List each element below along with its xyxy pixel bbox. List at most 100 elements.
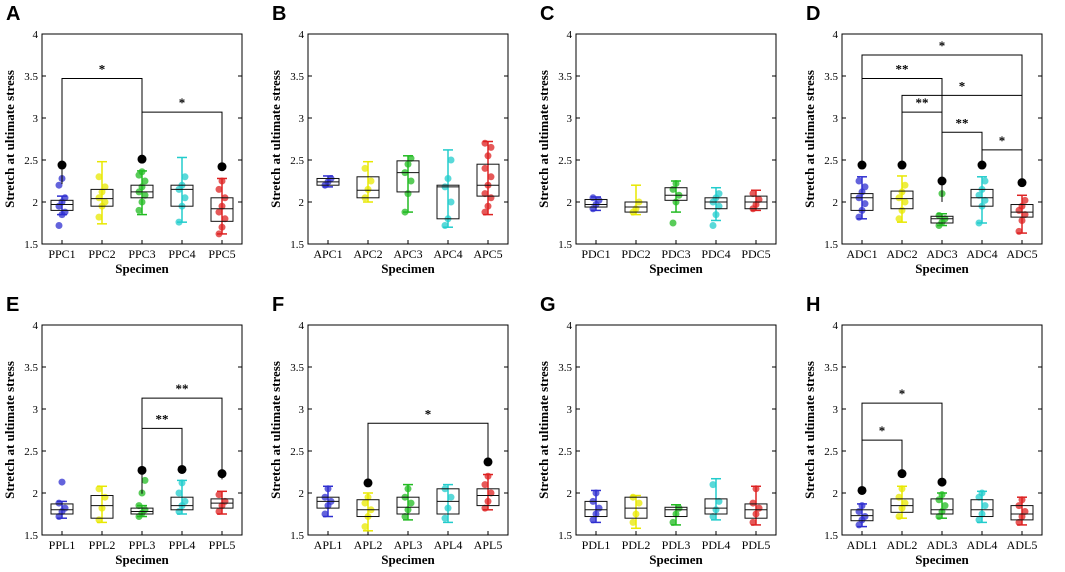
data-point bbox=[895, 493, 903, 501]
data-point bbox=[404, 485, 412, 493]
box-iqr bbox=[356, 499, 380, 518]
data-point bbox=[635, 499, 643, 507]
data-point bbox=[975, 516, 983, 524]
data-point bbox=[321, 510, 329, 518]
bracket-line bbox=[141, 111, 223, 167]
box-iqr bbox=[170, 496, 194, 511]
data-point bbox=[632, 510, 640, 518]
data-point bbox=[181, 497, 189, 505]
bracket-line bbox=[941, 131, 983, 202]
y-tick-label: 2 bbox=[33, 197, 39, 209]
data-point bbox=[55, 222, 63, 230]
y-tick-label: 3 bbox=[833, 113, 839, 125]
data-point bbox=[975, 191, 983, 199]
significance-label: * bbox=[959, 78, 966, 93]
box-adl1: ADL1 bbox=[847, 485, 877, 552]
data-point bbox=[589, 516, 597, 524]
significance-label: * bbox=[179, 95, 186, 110]
box-apc1: APC1 bbox=[313, 174, 343, 261]
data-point bbox=[978, 489, 986, 497]
marker-dot bbox=[177, 464, 187, 474]
data-point bbox=[938, 491, 946, 499]
box-ppc3: PPC3 bbox=[128, 154, 156, 261]
x-tick-label: PDL1 bbox=[582, 538, 611, 552]
y-axis-label: Stretch at ultimate stress bbox=[802, 361, 817, 499]
y-tick-label: 2 bbox=[833, 197, 839, 209]
data-point bbox=[901, 198, 909, 206]
y-tick-label: 2 bbox=[567, 488, 573, 500]
data-point bbox=[669, 518, 677, 526]
significance-label: ** bbox=[896, 62, 909, 77]
data-point bbox=[361, 499, 369, 507]
box-apl5: APL5 bbox=[474, 457, 502, 552]
data-point bbox=[709, 513, 717, 521]
data-point bbox=[361, 164, 369, 172]
box-pdc1: PDC1 bbox=[581, 194, 611, 261]
y-tick-label: 2.5 bbox=[558, 155, 572, 167]
box-iqr bbox=[890, 190, 914, 210]
y-tick-label: 1.5 bbox=[558, 239, 572, 251]
data-point bbox=[981, 177, 989, 185]
data-point bbox=[487, 489, 495, 497]
data-point bbox=[978, 510, 986, 518]
y-tick-label: 3 bbox=[33, 113, 39, 125]
data-point bbox=[935, 513, 943, 521]
y-tick-label: 4 bbox=[833, 29, 839, 41]
data-point bbox=[481, 139, 489, 147]
data-point bbox=[218, 177, 226, 185]
x-tick-label: PPC5 bbox=[208, 247, 235, 261]
x-tick-label: APC4 bbox=[433, 247, 462, 261]
data-point bbox=[141, 476, 149, 484]
data-point bbox=[135, 206, 143, 214]
data-point bbox=[484, 472, 492, 480]
data-point bbox=[481, 481, 489, 489]
data-point bbox=[484, 497, 492, 505]
marker-dot bbox=[137, 154, 147, 164]
x-tick-label: PPL5 bbox=[209, 538, 236, 552]
data-point bbox=[935, 496, 943, 504]
data-point bbox=[487, 143, 495, 151]
y-axis-label: Stretch at ultimate stress bbox=[268, 70, 283, 208]
box-ppl4: PPL4 bbox=[169, 464, 196, 552]
data-point bbox=[855, 521, 863, 529]
data-point bbox=[141, 506, 149, 514]
box-ppc2: PPC2 bbox=[88, 160, 116, 261]
y-tick-label: 1.5 bbox=[824, 530, 838, 542]
panel-letter: B bbox=[272, 3, 286, 25]
significance-label: ** bbox=[916, 95, 929, 110]
data-point bbox=[749, 499, 757, 507]
bracket-line bbox=[901, 111, 943, 202]
box-iqr bbox=[356, 176, 380, 199]
data-point bbox=[749, 518, 757, 526]
data-point bbox=[861, 513, 869, 521]
x-axis-label: Specimen bbox=[649, 552, 703, 567]
data-point bbox=[141, 177, 149, 185]
x-tick-label: PDC3 bbox=[661, 247, 690, 261]
data-point bbox=[101, 198, 109, 206]
data-point bbox=[98, 504, 106, 512]
box-apc2: APC2 bbox=[353, 160, 383, 261]
data-point bbox=[218, 202, 226, 210]
box-adl5: ADL5 bbox=[1007, 496, 1037, 552]
box-pdc2: PDC2 bbox=[621, 184, 651, 261]
x-axis-label: Specimen bbox=[381, 261, 435, 276]
x-tick-label: APL3 bbox=[394, 538, 423, 552]
data-point bbox=[898, 206, 906, 214]
x-tick-label: PPL4 bbox=[169, 538, 196, 552]
y-tick-label: 3.5 bbox=[290, 71, 304, 83]
y-tick-label: 2.5 bbox=[558, 446, 572, 458]
data-point bbox=[61, 208, 69, 216]
x-tick-label: PPC3 bbox=[128, 247, 155, 261]
x-tick-label: ADC4 bbox=[966, 247, 997, 261]
panel-letter: D bbox=[806, 3, 820, 25]
data-point bbox=[1021, 196, 1029, 204]
significance-bracket: * bbox=[141, 95, 223, 167]
box-pdc3: PDC3 bbox=[661, 180, 691, 261]
box-pdl5: PDL5 bbox=[742, 485, 770, 552]
box-apc3: APC3 bbox=[393, 154, 423, 261]
x-tick-label: ADC1 bbox=[846, 247, 877, 261]
x-tick-label: ADC5 bbox=[1006, 247, 1037, 261]
y-tick-label: 2.5 bbox=[290, 155, 304, 167]
box-iqr bbox=[476, 163, 500, 197]
x-tick-label: PPC2 bbox=[88, 247, 115, 261]
